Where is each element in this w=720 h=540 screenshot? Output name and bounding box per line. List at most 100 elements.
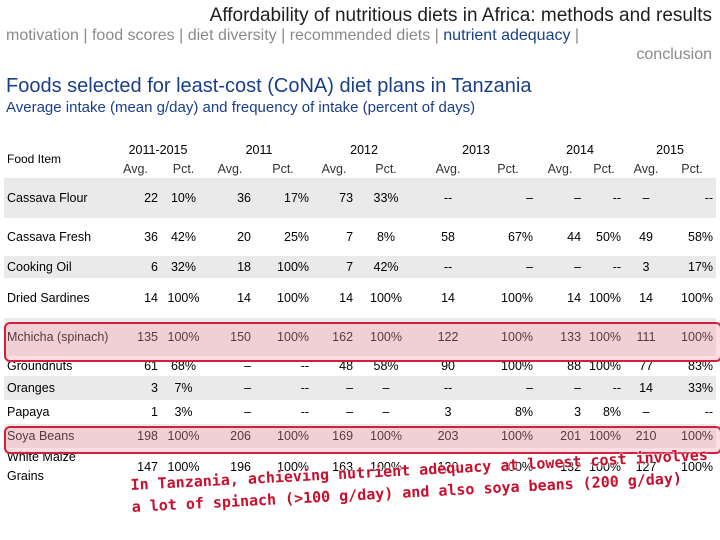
avg-cell: 18 — [237, 260, 252, 274]
avg-cell: 14 — [441, 291, 455, 305]
food-item-cell: Papaya — [7, 404, 50, 419]
avg-cell: 7 — [346, 260, 354, 274]
pct-cell: 100% — [681, 460, 714, 474]
pct-cell: 17% — [688, 260, 714, 274]
pct-cell: -- — [300, 405, 310, 419]
year-header: 2012 — [350, 142, 378, 157]
avg-cell: 201 — [560, 429, 582, 443]
avg-cell: 150 — [230, 330, 252, 344]
pct-cell: 58% — [688, 230, 714, 244]
avg-cell: 127 — [635, 460, 657, 474]
avg-cell: -- — [443, 381, 453, 395]
avg-header: Avg. — [321, 161, 347, 176]
avg-cell: 36 — [237, 191, 252, 205]
avg-cell: 120 — [437, 460, 459, 474]
avg-header: Avg. — [123, 161, 148, 176]
pct-cell: 100% — [277, 260, 310, 274]
pct-cell: – — [526, 381, 534, 395]
pct-cell: 100% — [589, 460, 622, 474]
avg-cell: – — [574, 260, 582, 274]
avg-cell: 14 — [144, 291, 158, 305]
table-row: Oranges 3 7% – -- – – -- – – -- 14 33% — [4, 376, 717, 400]
pct-cell: 58% — [373, 359, 399, 373]
nav-line-1: motivation | food scores | diet diversit… — [6, 26, 712, 45]
avg-cell: 147 — [137, 460, 158, 474]
avg-cell: 58 — [441, 230, 455, 244]
avg-cell: 14 — [567, 291, 582, 305]
avg-cell: 61 — [144, 359, 158, 373]
avg-header: Avg. — [633, 161, 659, 176]
avg-cell: 14 — [639, 291, 653, 305]
table-row: Cassava Fresh 36 42% 20 25% 7 8% 58 67% 44 50% 49 58… — [4, 218, 717, 256]
food-item-cell: Dried Sardines — [7, 290, 90, 305]
table-row: Cooking Oil 6 32% 18 100% 7 42% -- – – -- 3 17% — [4, 256, 717, 278]
avg-cell: 20 — [237, 230, 252, 244]
avg-cell: 162 — [332, 330, 354, 344]
avg-cell: – — [574, 191, 582, 205]
avg-cell: 14 — [339, 291, 354, 305]
avg-cell: 7 — [346, 230, 354, 244]
pct-cell: 100% — [589, 429, 622, 443]
food-item-cell: Soya Beans — [7, 428, 75, 443]
avg-cell: 3 — [151, 381, 158, 395]
pct-header: Pct. — [172, 161, 195, 176]
pct-cell: 100% — [167, 330, 200, 344]
slide-heading: Foods selected for least-cost (CoNA) die… — [6, 75, 532, 97]
avg-cell: 132 — [560, 460, 582, 474]
pct-cell: -- — [612, 191, 622, 205]
avg-header: Avg. — [435, 161, 461, 176]
pct-cell: 42% — [170, 230, 197, 244]
pct-cell: 100% — [501, 460, 534, 474]
food-item-cell: White Maize Grains — [7, 450, 76, 483]
pct-cell: 100% — [501, 291, 534, 305]
avg-cell: 198 — [137, 429, 158, 443]
table-row: Mchicha (spinach) 135 100% 150 100% 162 100% 12… — [4, 318, 717, 356]
pct-cell: -- — [704, 405, 714, 419]
pct-cell: 50% — [596, 230, 622, 244]
food-item-cell: Mchicha (spinach) — [7, 329, 109, 344]
pct-cell: 68% — [170, 359, 197, 373]
year-header: 2015 — [656, 142, 684, 157]
pct-cell: 100% — [589, 291, 622, 305]
avg-cell: 77 — [639, 359, 653, 373]
avg-cell: – — [346, 405, 354, 419]
year-header: 2013 — [462, 142, 490, 157]
pct-cell: 32% — [170, 260, 197, 274]
pct-cell: 100% — [681, 429, 714, 443]
food-item-cell: Cassava Fresh — [7, 229, 92, 244]
avg-cell: 48 — [339, 359, 354, 373]
food-item-cell: Cassava Flour — [7, 190, 88, 205]
avg-cell: – — [244, 359, 252, 373]
pct-cell: 100% — [370, 330, 403, 344]
avg-cell: 22 — [144, 191, 158, 205]
food-item-cell: Cooking Oil — [7, 259, 72, 274]
pct-cell: 100% — [370, 291, 403, 305]
pct-header: Pct. — [593, 161, 615, 176]
avg-cell: 135 — [137, 330, 158, 344]
avg-cell: -- — [443, 260, 453, 274]
pct-cell: -- — [612, 381, 622, 395]
avg-cell: 196 — [230, 460, 252, 474]
avg-cell: 163 — [332, 460, 354, 474]
pct-cell: 83% — [688, 359, 714, 373]
avg-cell: – — [244, 405, 252, 419]
pct-cell: 100% — [501, 359, 534, 373]
slide-title: Affordability of nutritious diets in Afr… — [209, 5, 712, 26]
avg-cell: 90 — [441, 359, 455, 373]
table-row: Cassava Flour 22 10% 36 17% 73 33% -- – – -- – -- — [4, 178, 717, 218]
pct-cell: 8% — [376, 230, 396, 244]
food-item-header: Food Item — [7, 152, 62, 166]
pct-cell: 100% — [277, 291, 310, 305]
pct-cell: 33% — [373, 191, 399, 205]
pct-header: Pct. — [272, 161, 294, 176]
avg-cell: 111 — [636, 330, 656, 344]
avg-cell: 133 — [560, 330, 582, 344]
pct-cell: 100% — [681, 291, 714, 305]
pct-cell: 67% — [508, 230, 534, 244]
pct-cell: 100% — [589, 359, 622, 373]
avg-cell: 88 — [567, 359, 582, 373]
avg-cell: 36 — [144, 230, 158, 244]
pct-cell: -- — [300, 359, 310, 373]
pct-header: Pct. — [375, 161, 397, 176]
pct-cell: 3% — [174, 405, 193, 419]
